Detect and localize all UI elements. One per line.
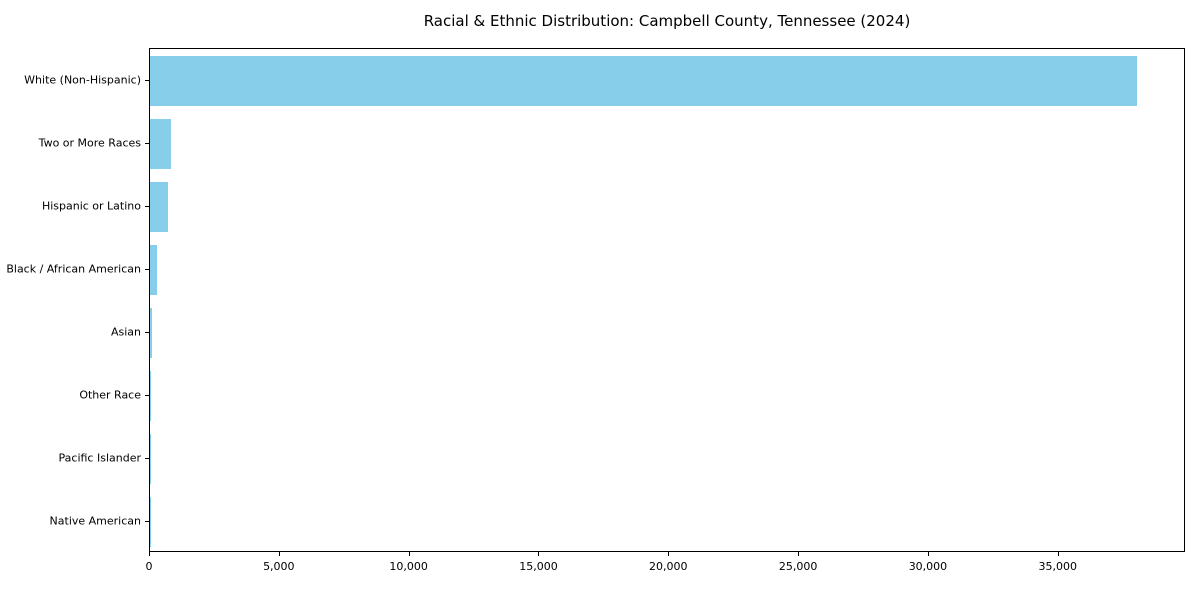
x-axis-tick xyxy=(538,552,540,556)
x-axis-tick xyxy=(278,552,280,556)
x-axis-tick xyxy=(408,552,410,556)
y-axis-tick xyxy=(145,457,149,459)
bar-black-african-american xyxy=(150,244,157,295)
x-axis-tick-label: 30,000 xyxy=(908,560,948,573)
y-axis-label: Other Race xyxy=(79,388,141,401)
x-axis-tick xyxy=(798,552,800,556)
y-axis-tick xyxy=(145,79,149,81)
y-axis-tick xyxy=(145,331,149,333)
x-axis-tick-label: 15,000 xyxy=(519,560,558,573)
y-axis-label: Native American xyxy=(49,514,141,527)
y-axis-label: Pacific Islander xyxy=(58,451,141,464)
y-axis-tick xyxy=(145,205,149,207)
x-axis-tick xyxy=(927,552,929,556)
bar-white-non-hispanic xyxy=(150,55,1137,106)
x-axis-tick-label: 5,000 xyxy=(263,560,295,573)
bar-other-race xyxy=(150,370,151,421)
y-axis-label: White (Non-Hispanic) xyxy=(24,73,141,86)
y-axis-label: Two or More Races xyxy=(38,136,141,149)
y-axis-tick xyxy=(145,394,149,396)
bar-hispanic-or-latino xyxy=(150,181,168,232)
x-axis-tick-label: 35,000 xyxy=(1038,560,1078,573)
x-axis-tick-label: 20,000 xyxy=(649,560,688,573)
plot-area xyxy=(149,48,1185,552)
bar-two-or-more-races xyxy=(150,118,172,169)
x-axis-tick xyxy=(1057,552,1059,556)
y-axis-tick xyxy=(145,142,149,144)
chart-title: Racial & Ethnic Distribution: Campbell C… xyxy=(423,12,911,30)
y-axis-tick xyxy=(145,268,149,270)
x-axis-tick-label: 25,000 xyxy=(778,560,818,573)
x-axis-tick xyxy=(149,552,150,556)
x-axis-tick xyxy=(668,552,670,556)
y-axis-label: Asian xyxy=(110,325,141,338)
y-axis-tick xyxy=(145,520,149,522)
bar-asian xyxy=(150,307,152,358)
x-axis-tick-label: 0 xyxy=(145,560,153,573)
x-axis-tick-label: 10,000 xyxy=(389,560,428,573)
y-axis-label: Hispanic or Latino xyxy=(41,199,141,212)
y-axis-label: Black / African American xyxy=(6,262,141,275)
